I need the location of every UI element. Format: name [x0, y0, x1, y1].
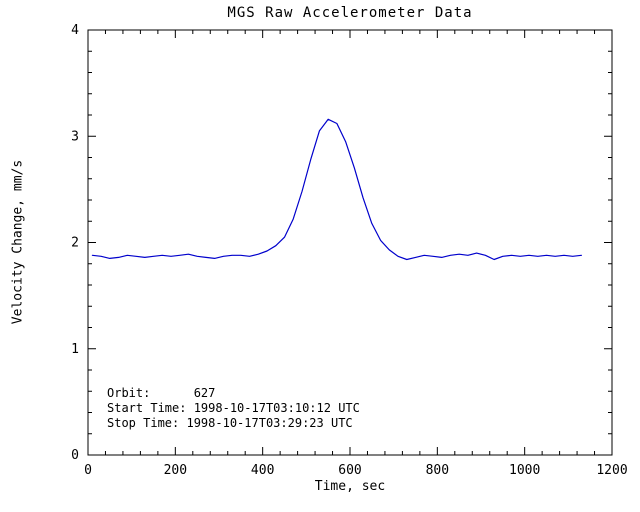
y-tick-label: 1 — [71, 342, 79, 357]
y-axis-ticks: 0 1 2 3 4 — [71, 23, 612, 463]
y-tick-label: 4 — [71, 23, 79, 38]
y-tick-label: 3 — [71, 129, 79, 144]
x-tick-label: 200 — [164, 463, 187, 478]
x-axis-ticks: 0 200 400 600 800 1000 1200 — [84, 30, 628, 478]
x-tick-label: 800 — [426, 463, 449, 478]
x-tick-label: 400 — [251, 463, 274, 478]
x-axis-label: Time, sec — [314, 479, 386, 494]
annotation-start-time: Start Time: 1998-10-17T03:10:12 UTC — [107, 401, 360, 415]
x-tick-label: 600 — [338, 463, 361, 478]
annotation-stop-time: Stop Time: 1998-10-17T03:29:23 UTC — [107, 416, 353, 430]
x-tick-label: 1000 — [509, 463, 540, 478]
data-line — [91, 118, 583, 261]
y-tick-label: 0 — [71, 448, 79, 463]
y-tick-label: 2 — [71, 236, 79, 251]
chart-title: MGS Raw Accelerometer Data — [227, 5, 473, 21]
x-tick-label: 0 — [84, 463, 92, 478]
annotation-orbit: Orbit: 627 — [107, 386, 216, 400]
annotation-block: Orbit: 627 Start Time: 1998-10-17T03:10:… — [107, 386, 360, 431]
x-tick-label: 1200 — [596, 463, 627, 478]
